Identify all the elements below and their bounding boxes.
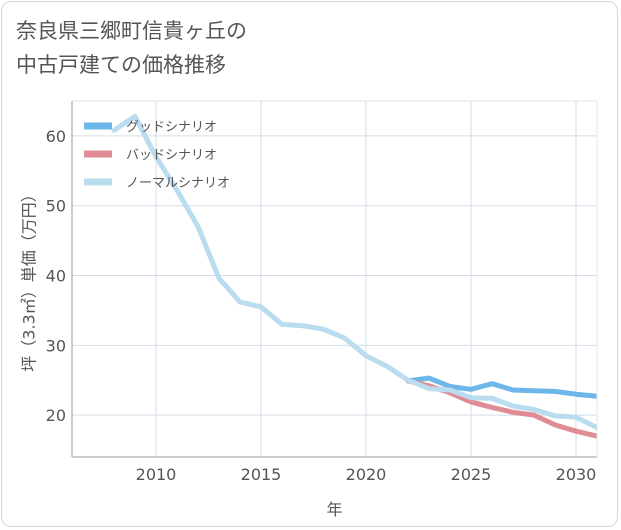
x-tick-label-2025: 2025 [451,465,492,484]
x-axis-title: 年 [326,500,342,519]
x-tick-label-2020: 2020 [346,465,387,484]
y-tick-label-60: 60 [46,127,66,146]
legend-label-1: グッドシナリオ [126,120,217,135]
y-tick-label-40: 40 [46,267,66,286]
y-tick-label-50: 50 [46,197,66,216]
y-tick-label-20: 20 [46,406,66,425]
x-tick-label-2015: 2015 [241,465,282,484]
x-tick-label-2030: 2030 [556,465,597,484]
chart-title-line2: 中古戸建ての価格推移 [16,53,226,77]
series-line-3 [111,113,597,431]
series-lines [111,113,597,439]
chart-title: 奈良県三郷町信貴ヶ丘の 中古戸建ての価格推移 [16,14,576,82]
chart-title-line1: 奈良県三郷町信貴ヶ丘の [16,19,247,43]
y-tick-label-30: 30 [46,336,66,355]
y-axis-title: 坪（3.3㎡）単価（万円） [20,186,39,371]
series-line-1 [405,375,597,399]
x-tick-label-2010: 2010 [136,465,177,484]
legend-label-2: バッドシナリオ [126,148,217,163]
legend-label-3: ノーマルシナリオ [126,176,230,191]
